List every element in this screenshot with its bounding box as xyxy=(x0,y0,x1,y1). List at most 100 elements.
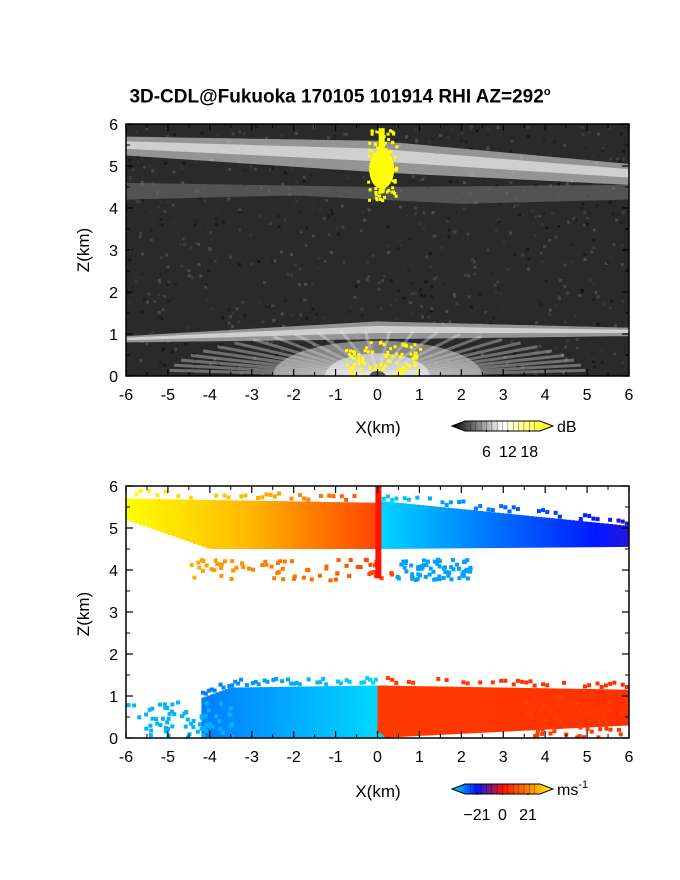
noise-pixel xyxy=(418,222,422,226)
velocity-cell xyxy=(184,499,190,541)
velocity-pixel xyxy=(585,727,590,732)
noise-pixel xyxy=(596,295,600,299)
noise-pixel xyxy=(216,133,220,137)
velocity-edge-pixel xyxy=(274,676,279,681)
noise-pixel xyxy=(341,225,345,229)
noise-pixel xyxy=(213,343,217,347)
noise-pixel xyxy=(395,317,399,321)
velocity-edge-pixel xyxy=(289,496,294,501)
velocity-pixel xyxy=(367,572,372,577)
velocity-cell xyxy=(298,686,302,738)
velocity-pixel xyxy=(301,575,306,580)
noise-pixel xyxy=(442,282,446,286)
noise-pixel xyxy=(230,324,234,328)
noise-pixel xyxy=(389,303,393,307)
velocity-cell xyxy=(540,517,546,548)
noise-pixel xyxy=(139,359,143,363)
velocity-edge-pixel xyxy=(262,678,267,683)
noise-pixel xyxy=(457,268,461,272)
noise-pixel xyxy=(544,279,548,283)
velocity-cell xyxy=(138,498,144,525)
noise-pixel xyxy=(221,316,225,320)
saturated-pixel xyxy=(371,158,375,162)
noise-pixel xyxy=(394,298,398,302)
velocity-pixel xyxy=(415,566,420,571)
velocity-pixel xyxy=(617,727,622,732)
noise-pixel xyxy=(591,359,595,363)
noise-pixel xyxy=(616,157,620,161)
noise-pixel xyxy=(421,177,425,181)
velocity-edge-pixel xyxy=(260,495,265,500)
velocity-pixel xyxy=(169,709,174,714)
noise-pixel xyxy=(405,213,409,217)
noise-pixel xyxy=(199,274,203,278)
velocity-pixel xyxy=(468,569,473,574)
velocity-pixel xyxy=(443,570,448,575)
saturated-pixel xyxy=(386,132,390,136)
noise-pixel xyxy=(183,243,187,247)
noise-pixel xyxy=(193,358,197,362)
noise-pixel xyxy=(583,257,587,261)
velocity-edge-pixel xyxy=(394,680,399,685)
velocity-cell xyxy=(226,500,232,549)
velocity-cell xyxy=(323,501,328,549)
velocity-edge-pixel xyxy=(381,496,386,501)
saturated-pixel xyxy=(380,190,384,194)
noise-pixel xyxy=(275,221,279,225)
velocity-pixel xyxy=(461,573,466,578)
velocity-edge-pixel xyxy=(503,505,508,510)
noise-pixel xyxy=(410,312,414,316)
noise-pixel xyxy=(385,244,389,248)
noise-pixel xyxy=(582,223,586,227)
velocity-cell xyxy=(587,521,592,548)
velocity-edge-pixel xyxy=(557,514,562,519)
noise-pixel xyxy=(537,298,541,302)
velocity-pixel xyxy=(219,565,224,570)
saturated-pixel xyxy=(392,131,396,135)
noise-pixel xyxy=(350,274,354,278)
noise-pixel xyxy=(261,320,265,324)
saturated-pixel xyxy=(368,365,372,369)
noise-pixel xyxy=(452,292,456,296)
noise-pixel xyxy=(418,288,422,292)
saturated-pixel xyxy=(407,364,411,368)
noise-pixel xyxy=(354,284,358,288)
noise-pixel xyxy=(622,157,626,161)
saturated-pixel xyxy=(382,366,386,370)
noise-pixel xyxy=(208,362,212,366)
noise-pixel xyxy=(414,292,418,296)
velocity-edge-pixel xyxy=(344,497,349,502)
saturated-pixel xyxy=(411,357,415,361)
velocity-cell xyxy=(398,503,404,549)
velocity-cell xyxy=(440,507,446,549)
noise-pixel xyxy=(171,350,175,354)
noise-pixel xyxy=(237,263,241,267)
velocity-edge-pixel xyxy=(616,518,621,523)
saturated-pixel xyxy=(400,369,404,373)
noise-pixel xyxy=(147,292,151,296)
noise-pixel xyxy=(459,139,463,143)
noise-pixel xyxy=(610,300,614,304)
velocity-cell xyxy=(151,499,156,530)
noise-pixel xyxy=(480,352,484,356)
saturated-pixel xyxy=(368,198,372,202)
velocity-edge-pixel xyxy=(374,677,379,682)
velocity-pixel xyxy=(166,733,171,738)
velocity-edge-pixel xyxy=(324,682,329,687)
noise-pixel xyxy=(448,320,452,324)
velocity-pixel xyxy=(437,574,442,579)
velocity-edge-pixel xyxy=(582,513,587,518)
echo-band-core xyxy=(126,325,629,341)
noise-pixel xyxy=(267,305,271,309)
velocity-cell xyxy=(315,686,320,738)
velocity-cell xyxy=(553,518,559,548)
velocity-cell xyxy=(503,513,509,548)
velocity-cell xyxy=(318,501,324,549)
noise-pixel xyxy=(138,235,142,239)
noise-pixel xyxy=(230,247,234,251)
velocity-panel: -6 -5 -4 -3 -2 -1 0 1 2 3 4 5 6 0 1 2 3 4 5 6 X(km) Z(km) m… xyxy=(74,479,634,824)
velocity-pixel xyxy=(526,722,531,727)
saturated-pixel xyxy=(385,353,389,357)
velocity-edge-pixel xyxy=(553,510,558,515)
velocity-pixel xyxy=(549,725,554,730)
